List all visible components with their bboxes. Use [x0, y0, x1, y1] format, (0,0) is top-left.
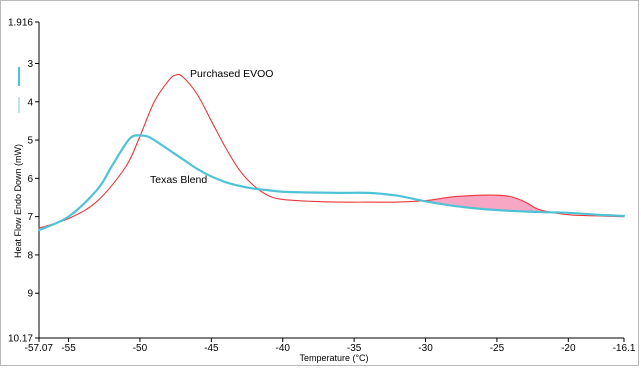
shading-layer [416, 195, 562, 214]
x-tick-label: -50 [133, 343, 148, 354]
series-line-purchased-evoo [38, 73, 625, 229]
y-tick-label: 4 [27, 97, 33, 108]
x-tick-label: -16.1 [613, 343, 636, 354]
x-tick-label: -30 [418, 343, 433, 354]
x-tick-label: -57.07 [25, 343, 54, 354]
y-tick-label: 10.17 [8, 334, 33, 345]
series-label-texas-blend: Texas Blend [150, 174, 207, 186]
x-tick-label: -45 [204, 343, 219, 354]
axes-layer: 1.916 3 4 5 6 7 8 9 10.17-57.07 -55 -50 -45 -40 -35 -3… [8, 18, 636, 355]
x-tick-label: -20 [561, 343, 576, 354]
series-label-purchased-evoo: Purchased EVOO [190, 68, 273, 80]
y-tick-label: 5 [27, 136, 33, 147]
y-tick-label: 9 [27, 289, 33, 300]
y-tick-label: 6 [27, 174, 33, 185]
x-tick-label: -55 [61, 343, 76, 354]
x-tick-label: -35 [347, 343, 362, 354]
series-layer [37, 73, 626, 232]
y-tick-label: 7 [27, 212, 33, 223]
x-tick-label: -25 [490, 343, 505, 354]
y-tick-label: 8 [27, 250, 33, 261]
shaded-area [416, 195, 562, 214]
x-axis-label: Temperature (°C) [299, 353, 368, 363]
series-line-texas-blend [37, 134, 626, 232]
x-tick-label: -40 [276, 343, 291, 354]
y-tick-label: 3 [27, 59, 33, 70]
y-axis-label: Heat Flow Endo Down (mW) [13, 144, 23, 258]
y-tick-label: 1.916 [8, 18, 33, 29]
